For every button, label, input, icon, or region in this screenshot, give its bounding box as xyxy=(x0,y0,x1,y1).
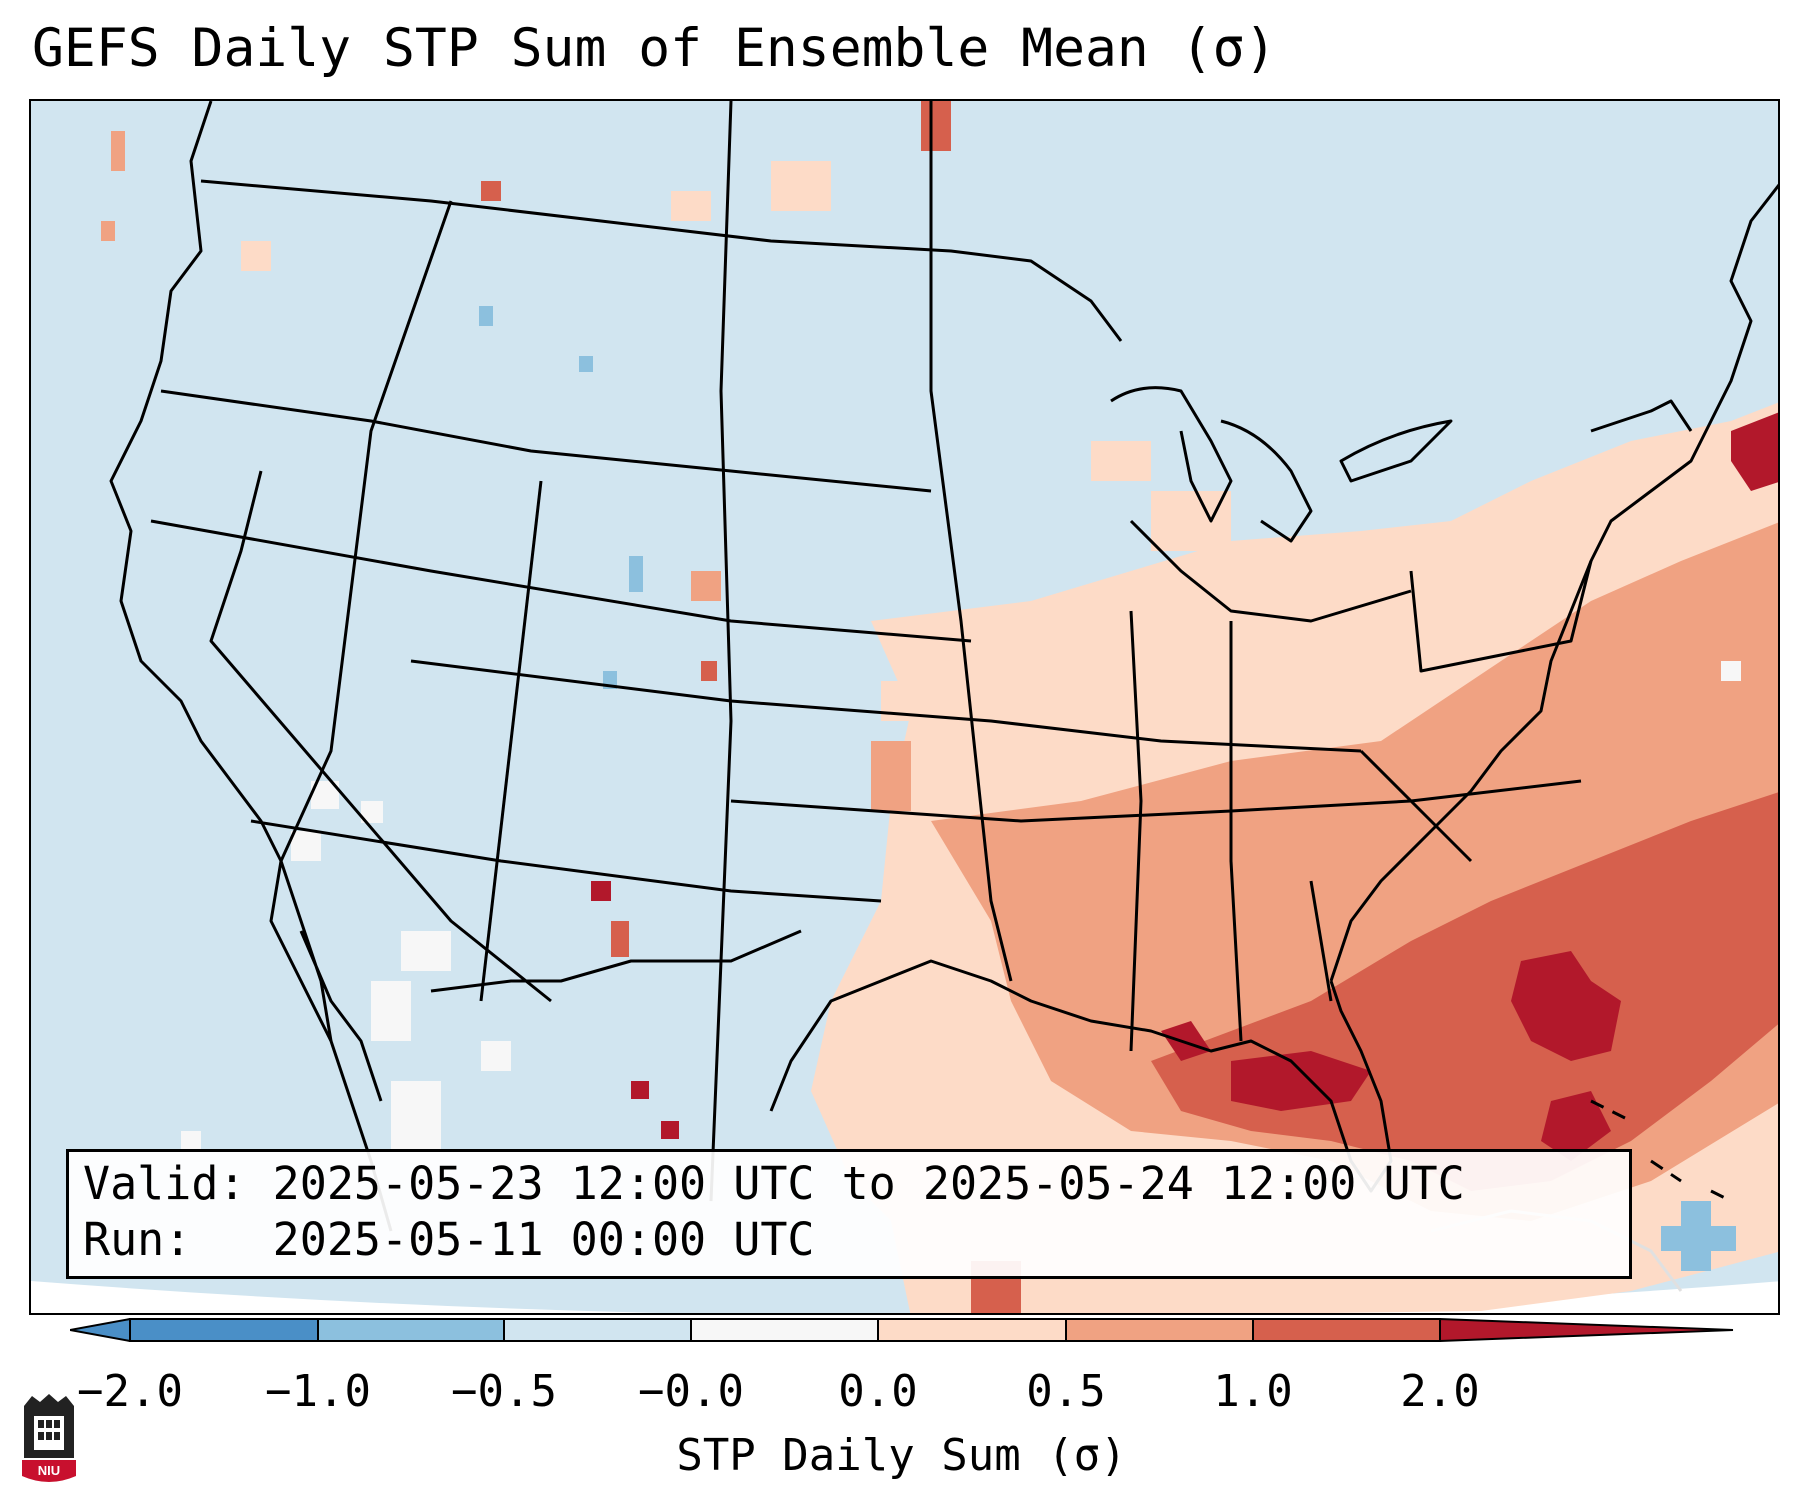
state-line xyxy=(279,200,453,862)
anomaly-cell xyxy=(591,881,611,901)
west-coastline xyxy=(109,101,393,1232)
colorbar-cells xyxy=(70,1318,1734,1342)
anomaly-dark-core-3 xyxy=(1541,1091,1611,1161)
anomaly-cell xyxy=(701,661,717,681)
projection-edge xyxy=(31,1281,1778,1313)
state-line xyxy=(1129,610,1143,1052)
anomaly-cell xyxy=(101,221,115,241)
valid-value: 2025-05-23 12:00 UTC to 2025-05-24 12:00… xyxy=(272,1157,1465,1210)
state-line xyxy=(1590,399,1693,433)
anomaly-field xyxy=(101,101,1778,1313)
state-line xyxy=(1409,560,1593,673)
neutral-cell xyxy=(181,1131,201,1151)
colorbar-cell xyxy=(878,1319,1066,1341)
state-line xyxy=(250,819,882,903)
anomaly-cell xyxy=(671,191,711,221)
colorbar-tick-label: −0.5 xyxy=(451,1366,557,1417)
state-line xyxy=(209,470,552,1003)
boundary-lines xyxy=(109,101,1778,1292)
anomaly-dark-core-1 xyxy=(1511,951,1621,1061)
colorbar-extend-low xyxy=(70,1318,131,1342)
colorbar-cell xyxy=(691,1319,878,1341)
anomaly-cell xyxy=(241,241,271,271)
gulf-coastline xyxy=(769,959,1393,1193)
state-line xyxy=(709,101,733,1202)
map-title: GEFS Daily STP Sum of Ensemble Mean (σ) xyxy=(32,18,1277,79)
neutral-cell xyxy=(401,931,451,971)
colorbar-cell xyxy=(1253,1319,1440,1341)
bahamas-islands xyxy=(1590,1099,1732,1203)
run-value: 2025-05-11 00:00 UTC xyxy=(272,1213,815,1266)
anomaly-cell xyxy=(661,1121,679,1139)
neutral-cell xyxy=(361,801,383,823)
colorbar-cell xyxy=(504,1319,691,1341)
state-line xyxy=(160,389,932,493)
anomaly-cell xyxy=(611,921,629,957)
anomaly-negative-cell xyxy=(579,356,593,372)
colorbar-tick-label: 2.0 xyxy=(1400,1366,1480,1417)
stp-map xyxy=(31,101,1778,1313)
anomaly-cell xyxy=(1151,491,1231,551)
us-canada-border xyxy=(200,179,1123,342)
run-label: Run: xyxy=(83,1213,192,1266)
run-row: Run: 2025-05-11 00:00 UTC xyxy=(83,1212,1615,1268)
state-line xyxy=(479,480,543,1002)
anomaly-cell xyxy=(921,101,951,151)
anomaly-cell xyxy=(111,131,125,171)
colorbar-cell xyxy=(130,1319,318,1341)
map-panel xyxy=(29,99,1780,1315)
anomaly-negative-cell xyxy=(479,306,493,326)
colorbar-tick-label: −2.0 xyxy=(77,1366,183,1417)
anomaly-cell xyxy=(1091,441,1151,481)
colorbar-tick-label: −0.0 xyxy=(638,1366,744,1417)
anomaly-dark-core-4 xyxy=(1731,412,1778,491)
valid-run-box: Valid: 2025-05-23 12:00 UTC to 2025-05-2… xyxy=(66,1149,1632,1279)
state-line xyxy=(1129,519,1412,623)
neutral-cell xyxy=(371,981,411,1041)
anomaly-cell xyxy=(481,181,501,201)
colorbar-tick-label: −1.0 xyxy=(265,1366,371,1417)
neutral-cell xyxy=(391,1081,441,1151)
logo-text: NIU xyxy=(38,1463,60,1478)
state-line xyxy=(1359,749,1473,863)
colorbar-tick-label: 1.0 xyxy=(1213,1366,1293,1417)
neutral-cell xyxy=(1721,661,1741,681)
state-line xyxy=(150,519,972,643)
niu-logo: NIU xyxy=(22,1394,76,1482)
baja-coastline xyxy=(279,860,383,1102)
colorbar-cell xyxy=(318,1319,504,1341)
colorbar-tick-label: 0.0 xyxy=(838,1366,918,1417)
anomaly-cell xyxy=(871,741,911,811)
great-lakes xyxy=(1110,386,1453,543)
state-line xyxy=(1229,621,1243,1042)
state-line xyxy=(929,101,1013,982)
colorbar-cell xyxy=(1066,1319,1253,1341)
state-line xyxy=(410,659,1362,753)
anomaly-cell xyxy=(691,571,721,601)
anomaly-negative-cell xyxy=(1661,1201,1736,1271)
valid-label: Valid: xyxy=(83,1157,246,1210)
colorbar-extend-high xyxy=(1439,1318,1734,1342)
state-line xyxy=(430,929,802,993)
neutral-cell xyxy=(481,1041,511,1071)
anomaly-cell xyxy=(771,161,831,211)
anomaly-cell xyxy=(631,1081,649,1099)
anomaly-negative-cell xyxy=(629,556,643,592)
neutral-cell xyxy=(291,831,321,861)
colorbar-label: STP Daily Sum (σ) xyxy=(676,1430,1127,1481)
anomaly-dark-core-2 xyxy=(1231,1051,1371,1111)
anomaly-dark-core-5 xyxy=(1161,1021,1211,1061)
colorbar-tick-label: 0.5 xyxy=(1026,1366,1106,1417)
state-line xyxy=(1309,880,1333,1002)
valid-row: Valid: 2025-05-23 12:00 UTC to 2025-05-2… xyxy=(83,1156,1615,1212)
colorbar xyxy=(70,1318,1734,1342)
